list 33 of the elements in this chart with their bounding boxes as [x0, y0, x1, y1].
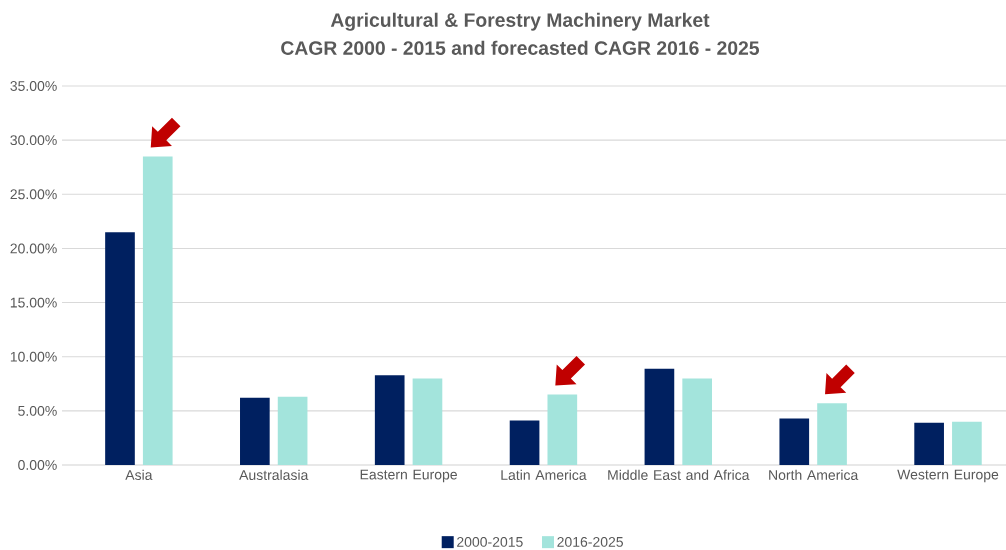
bar — [374, 375, 405, 466]
y-tick-label: 15.00% — [10, 297, 57, 308]
bar — [779, 418, 810, 466]
legend-label: 2000-2015 — [457, 536, 523, 547]
y-tick-label: 5.00% — [18, 405, 57, 416]
x-tick-label: Western Europe — [897, 469, 999, 483]
bar — [682, 378, 713, 466]
bar — [277, 396, 308, 466]
y-tick-label: 25.00% — [10, 189, 57, 200]
bar — [547, 394, 578, 466]
x-tick-label: Middle East and Africa — [608, 469, 750, 481]
y-tick-label: 30.00% — [10, 135, 57, 146]
y-tick-label: 10.00% — [10, 351, 57, 362]
bar — [412, 378, 443, 466]
bar — [509, 420, 540, 466]
chart-subtitle: CAGR 2000 - 2015 and forecasted CAGR 2016 - 2025 — [281, 40, 760, 55]
x-tick-label: Asia — [125, 469, 153, 481]
bar — [914, 422, 944, 466]
x-tick-label: Australasia — [239, 469, 309, 481]
legend-label: 2016-2025 — [557, 536, 624, 547]
y-tick-label: 0.00% — [18, 460, 57, 470]
y-tick-label: 20.00% — [10, 243, 57, 254]
x-tick-label: Latin America — [501, 469, 587, 481]
bar — [240, 397, 270, 466]
bar — [105, 232, 135, 466]
chart-title: Agricultural & Forestry Machinery Market — [330, 12, 710, 31]
bar — [644, 368, 675, 466]
x-tick-label: North America — [769, 469, 859, 481]
bar — [142, 156, 173, 466]
bar — [817, 403, 847, 466]
y-tick-label: 35.00% — [10, 81, 57, 91]
bar — [952, 421, 982, 466]
x-tick-label: Eastern Europe — [360, 469, 457, 483]
